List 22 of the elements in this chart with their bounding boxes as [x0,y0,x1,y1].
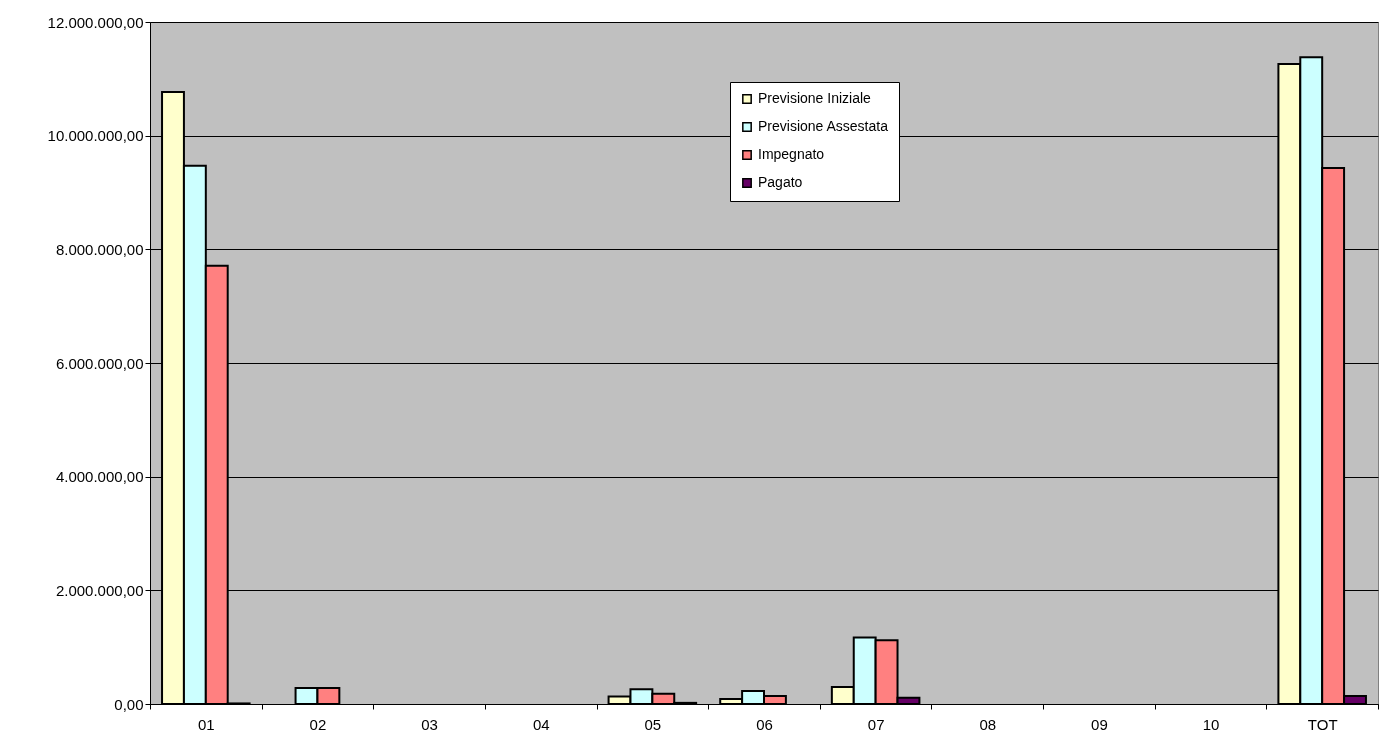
legend-label: Impegnato [758,146,825,162]
x-tick-label: 10 [1202,715,1220,733]
y-tick-label: 0,00 [114,695,144,713]
y-tick-label: 2.000.000,00 [55,581,144,599]
y-tick-label: 8.000.000,00 [55,240,144,258]
legend-label: Previsione Iniziale [758,90,872,106]
legend-label: Pagato [758,174,803,190]
y-tick-label: 12.000.000,00 [47,13,144,31]
x-tick-label: 06 [756,715,773,733]
x-tick-label: 04 [532,715,550,733]
x-tick-label: TOT [1307,715,1338,733]
x-tick-label: 08 [979,715,997,733]
y-tick-label: 10.000.000,00 [47,127,144,145]
x-tick-label: 07 [867,715,885,733]
y-tick-label: 4.000.000,00 [55,468,144,486]
x-tick-label: 05 [644,715,662,733]
y-tick-label: 6.000.000,00 [55,354,144,372]
x-tick-label: 02 [309,715,327,733]
legend-label: Previsione Assestata [758,118,889,134]
x-tick-label: 01 [197,715,215,733]
x-tick-label: 09 [1091,715,1108,733]
x-tick-label: 03 [421,715,438,733]
